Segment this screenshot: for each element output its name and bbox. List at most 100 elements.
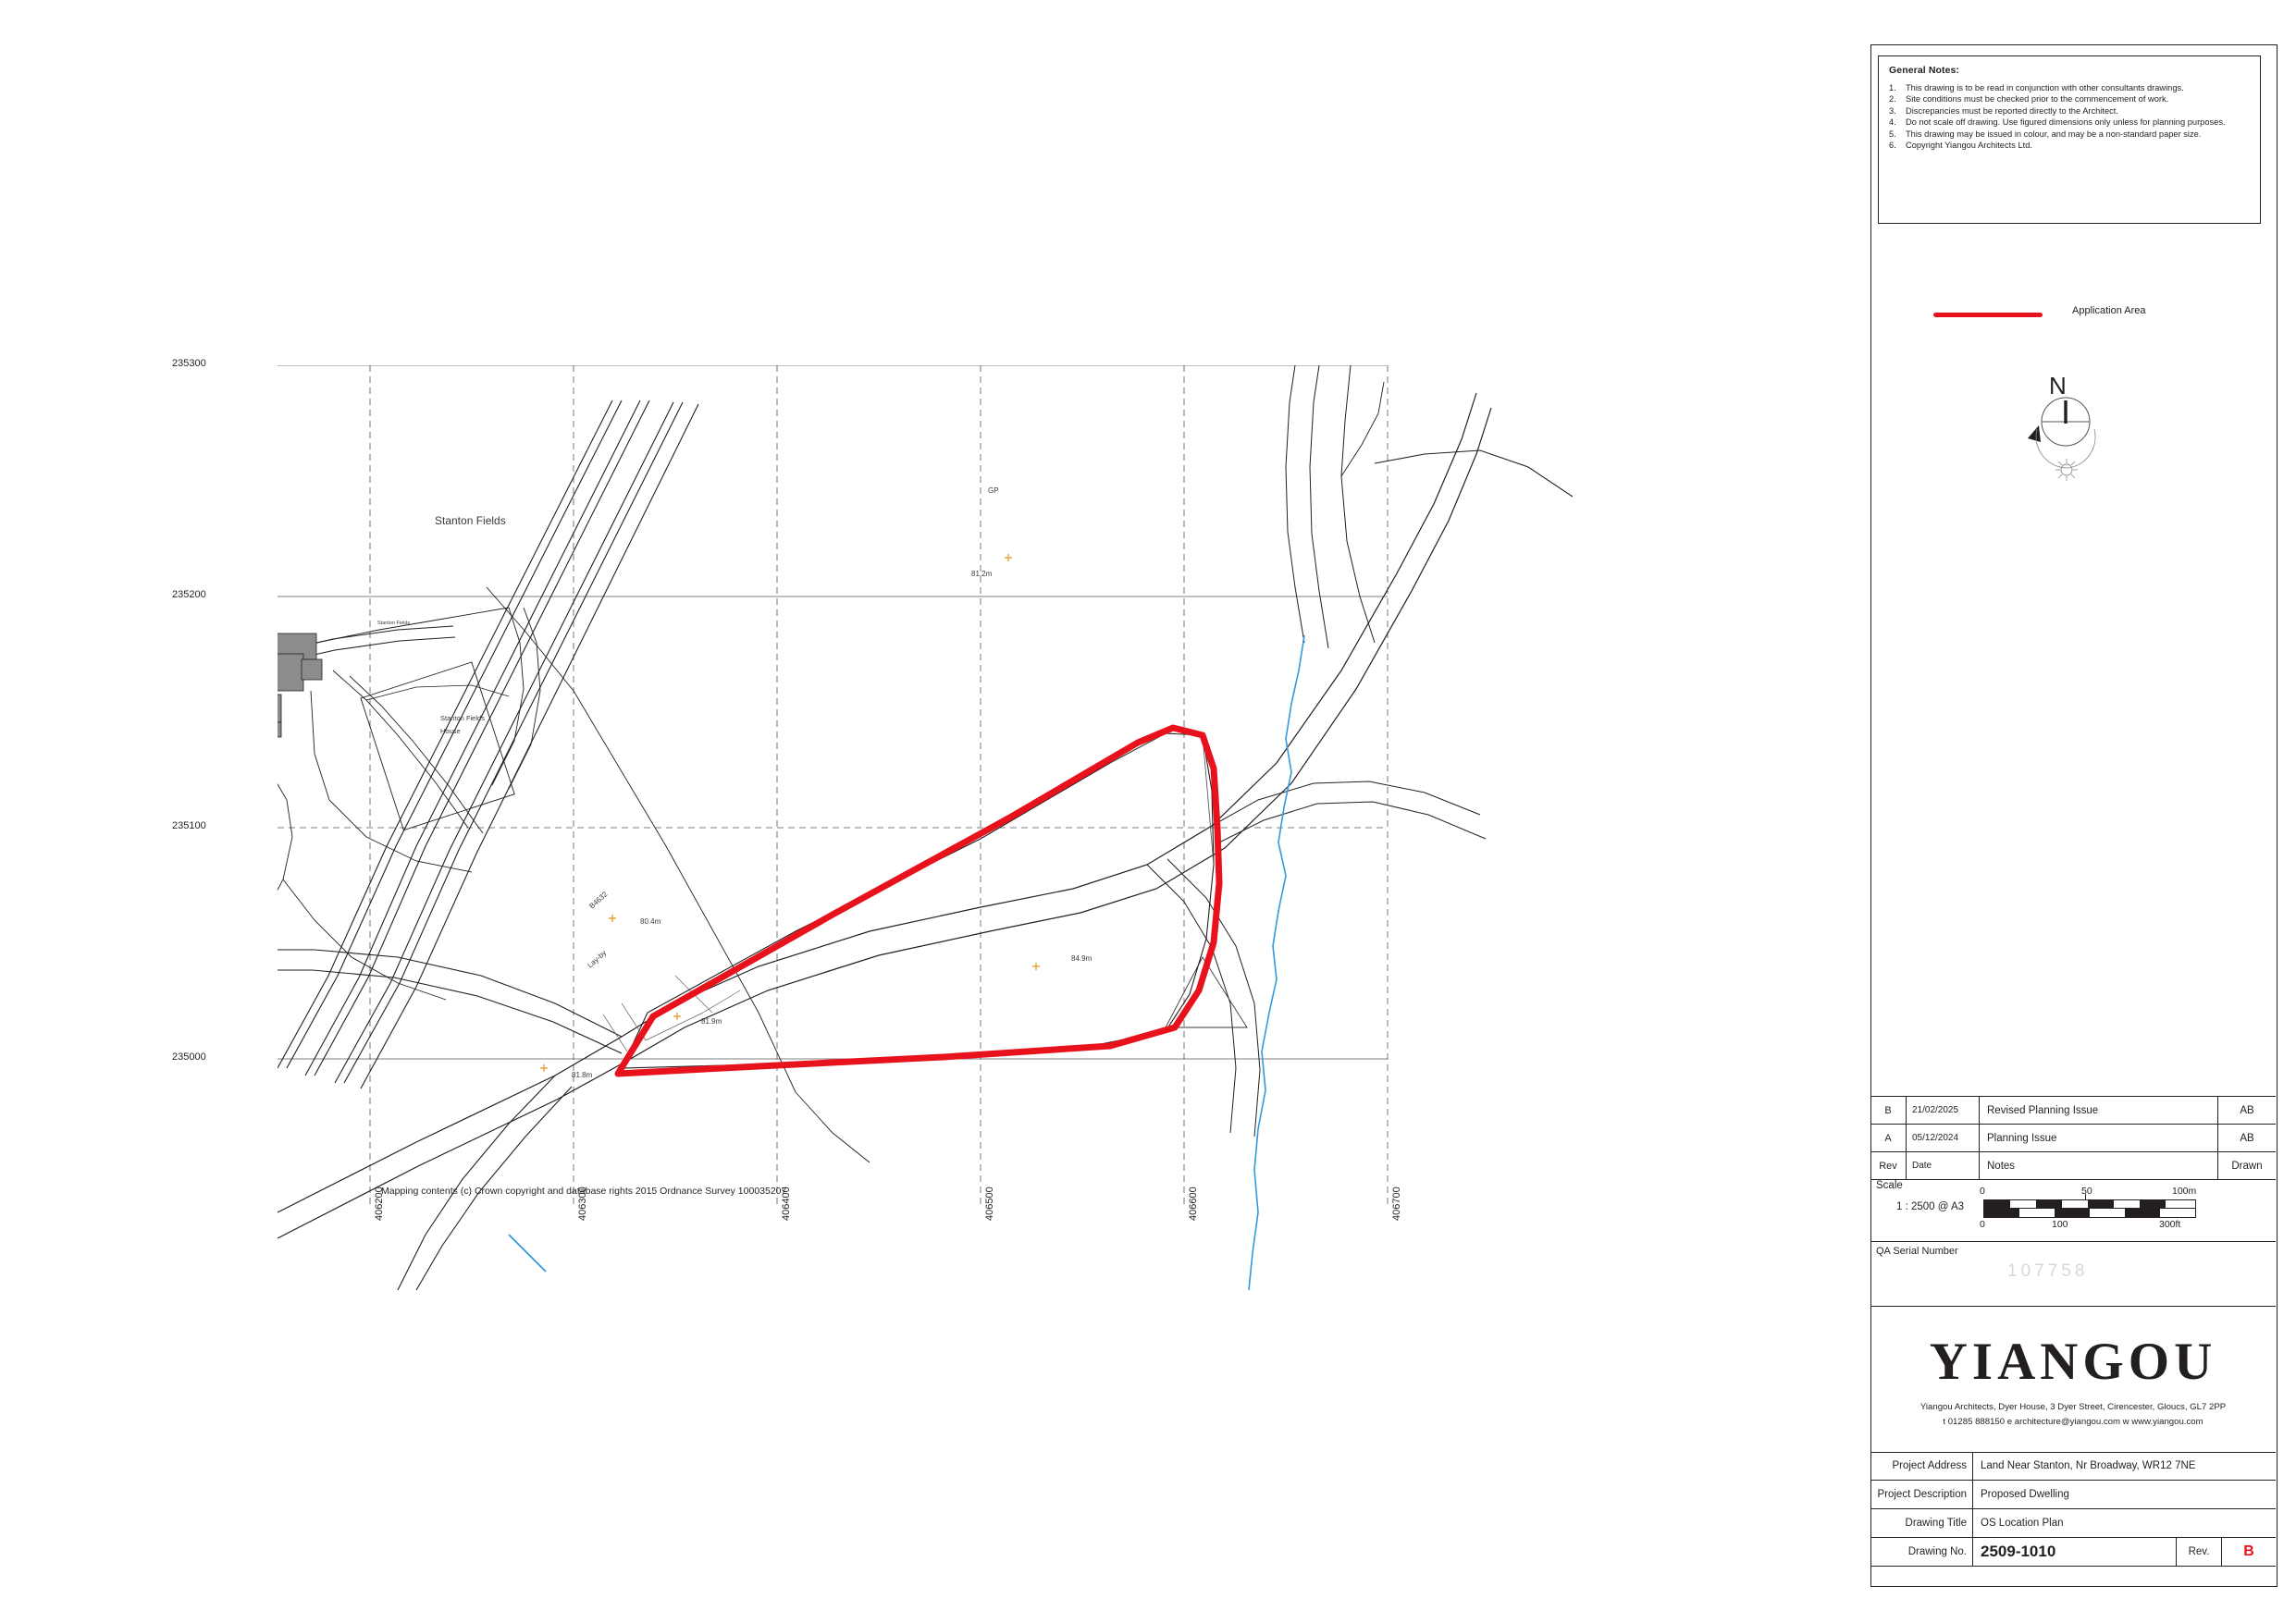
drawing-title-label: Drawing Title [1870, 1509, 1973, 1537]
qa-serial-label: QA Serial Number [1876, 1246, 1958, 1257]
scale-block: Scale 1 : 2500 @ A3 0 50 100m 0 100 300f… [1870, 1176, 2276, 1242]
scale-value: 1 : 2500 @ A3 [1896, 1201, 1965, 1212]
scale-bar-metric [1983, 1199, 2196, 1209]
scale-label: Scale [1876, 1180, 1903, 1191]
northing-label-235000: 235000 [172, 1051, 206, 1063]
road-island [1165, 956, 1248, 1028]
practice-contact: t 01285 888150 e architecture@yiangou.co… [1943, 1417, 2203, 1427]
note-text: This drawing may be issued in colour, an… [1906, 129, 2202, 139]
revision-letter: A [1884, 1132, 1892, 1144]
project-info-table: Project Address Land Near Stanton, Nr Br… [1870, 1452, 2276, 1567]
main-road-bundle [278, 400, 699, 1089]
scale-bar-imperial [1983, 1209, 2196, 1218]
scale-imperial-mid: 100 [2052, 1219, 2068, 1230]
note-text: Discrepancies must be reported directly … [1906, 105, 2118, 116]
drawing-number-row: Drawing No. 2509-1010 Rev. B [1870, 1538, 2276, 1567]
label-stanton-fields: Stanton Fields [435, 514, 506, 527]
stanton-fields-complex [278, 625, 515, 1001]
application-area-swatch [1933, 313, 2043, 317]
label-stanton-fields-small: Stanton Fields [377, 621, 410, 626]
minor-road-sw [278, 949, 623, 1054]
northing-label-235300: 235300 [172, 358, 206, 369]
road-se [1146, 858, 1261, 1137]
revision-table: B 21/02/2025 Revised Planning Issue AB A… [1870, 1096, 2276, 1180]
note-item: 2. Site conditions must be checked prior… [1889, 94, 2251, 105]
legend: Application Area [1933, 305, 2248, 326]
note-number: 4. [1889, 117, 1896, 128]
project-address-value: Land Near Stanton, Nr Broadway, WR12 7NE [1981, 1460, 2196, 1471]
legend-label: Application Area [2072, 305, 2146, 316]
label-layby: Lay-by [586, 949, 608, 970]
label-stanton-fields-house-1: Stanton Fields [440, 714, 485, 722]
note-number: 5. [1889, 129, 1896, 139]
general-notes-heading: General Notes: [1889, 65, 1960, 76]
spot-height-81-2: 81.2m [971, 570, 993, 578]
revision-date: 21/02/2025 [1906, 1097, 1980, 1124]
north-arrow: N [2015, 372, 2117, 498]
scale-metric-mid: 50 [2081, 1186, 2092, 1197]
easting-label-406500: 406500 [984, 1187, 995, 1221]
map-text-labels: Stanton Fields Stanton Fields House Stan… [377, 486, 1092, 1079]
b4632-road [278, 392, 1492, 1239]
os-copyright-note: Mapping contents (c) Crown copyright and… [381, 1186, 787, 1197]
os-basemap [278, 365, 1573, 1290]
revision-drawn-by: AB [2217, 1125, 2276, 1151]
spot-height-markers [540, 554, 1040, 1072]
stream [1248, 634, 1305, 1290]
north-letter: N [2049, 372, 2067, 400]
revision-notes: Revised Planning Issue [1987, 1104, 2099, 1116]
revision-header-drawn: Drawn [2217, 1152, 2276, 1179]
revision-header-rev: Rev [1879, 1160, 1897, 1172]
road-sw-branch [397, 1075, 573, 1290]
note-text: This drawing is to be read in conjunctio… [1906, 83, 2184, 92]
practice-logo-block: YIANGOU Yiangou Architects, Dyer House, … [1870, 1306, 2276, 1453]
map-panel: Stanton Fields Stanton Fields House Stan… [172, 358, 1573, 1290]
road-ne [1211, 781, 1487, 845]
note-number: 2. [1889, 94, 1896, 105]
drawing-rev-value: B [2221, 1538, 2276, 1566]
revision-drawn-by: AB [2217, 1097, 2276, 1124]
project-description-label: Project Description [1870, 1481, 1973, 1508]
scale-imperial-start: 0 [1980, 1219, 1985, 1230]
drawing-rev-label: Rev. [2176, 1538, 2221, 1566]
easting-label-406700: 406700 [1391, 1187, 1402, 1221]
note-item: 5. This drawing may be issued in colour,… [1889, 129, 2251, 140]
title-block-column [1870, 44, 2277, 1587]
project-description-value: Proposed Dwelling [1981, 1489, 2069, 1500]
label-b4632-west: B4632 [587, 890, 610, 911]
qa-serial-number: 107758 [2007, 1261, 2089, 1281]
note-item: 1. This drawing is to be read in conjunc… [1889, 83, 2251, 93]
drawing-number-label: Drawing No. [1870, 1538, 1973, 1566]
revision-header-date: Date [1906, 1152, 1980, 1179]
northing-label-235100: 235100 [172, 820, 206, 831]
compass-icon [2028, 397, 2096, 481]
note-number: 1. [1889, 83, 1896, 92]
spot-height-81-9: 81.9m [701, 1017, 722, 1026]
revision-date: 05/12/2024 [1906, 1125, 1980, 1151]
revision-letter: B [1884, 1104, 1892, 1116]
drawing-number-value: 2509-1010 [1981, 1543, 2056, 1560]
note-number: 6. [1889, 141, 1896, 151]
drawing-title-value: OS Location Plan [1981, 1518, 2064, 1529]
note-text: Copyright Yiangou Architects Ltd. [1906, 141, 2032, 151]
note-item: 3. Discrepancies must be reported direct… [1889, 106, 2251, 117]
note-number: 3. [1889, 105, 1896, 116]
revision-notes: Planning Issue [1987, 1132, 2057, 1144]
revision-row-b: B 21/02/2025 Revised Planning Issue AB [1870, 1096, 2276, 1125]
scale-metric-end: 100m [2172, 1186, 2197, 1197]
os-map-drawing: Stanton Fields Stanton Fields House Stan… [278, 365, 1573, 1290]
farm-lane [315, 607, 541, 790]
label-stanton-fields-house-2: House [440, 727, 461, 735]
project-address-label: Project Address [1870, 1452, 1973, 1480]
label-gp: GP [988, 486, 999, 495]
note-text: Site conditions must be checked prior to… [1906, 94, 2169, 105]
scale-bar [1983, 1194, 2196, 1218]
spot-height-84-9: 84.9m [1071, 954, 1092, 963]
note-item: 6. Copyright Yiangou Architects Ltd. [1889, 141, 2251, 151]
stream-lower [508, 1234, 547, 1273]
project-address-row: Project Address Land Near Stanton, Nr Br… [1870, 1452, 2276, 1481]
revision-header-notes: Notes [1987, 1160, 2016, 1172]
revision-row-a: A 05/12/2024 Planning Issue AB [1870, 1125, 2276, 1152]
revision-header-row: Rev Date Notes Drawn [1870, 1152, 2276, 1180]
